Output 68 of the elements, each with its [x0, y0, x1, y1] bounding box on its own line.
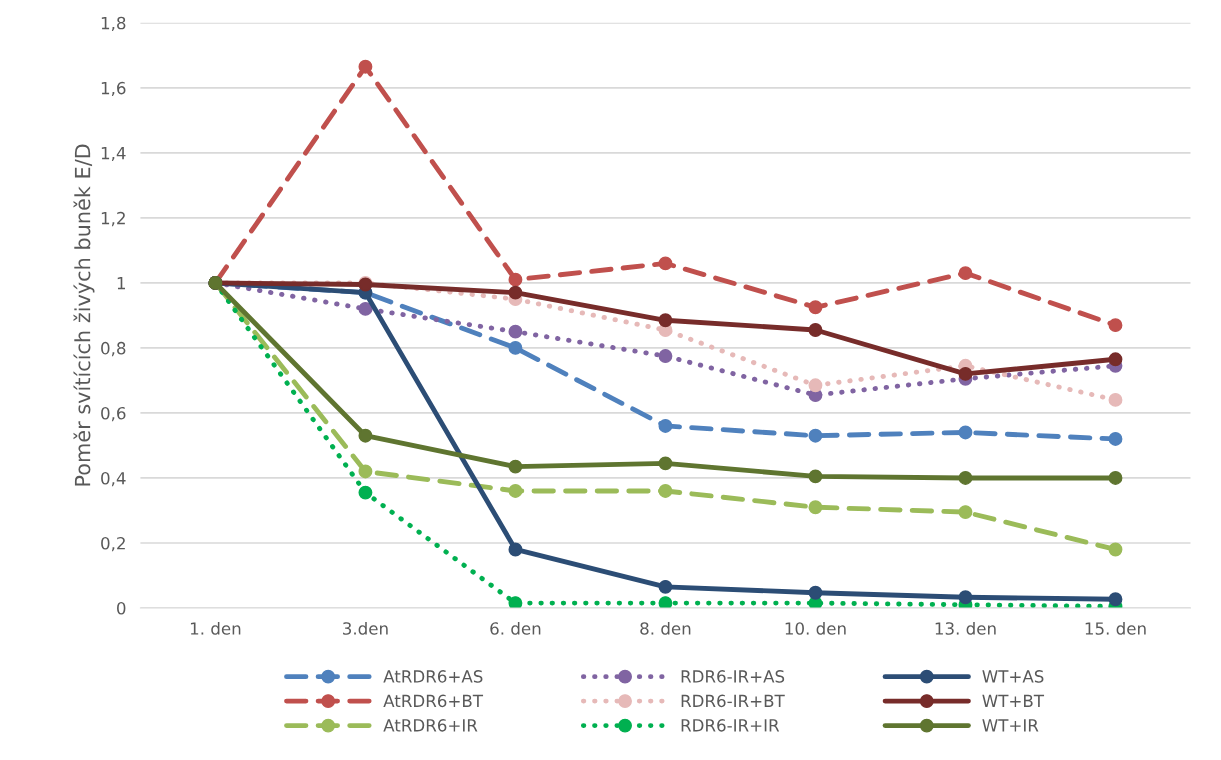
legend-label: AtRDR6+AS	[383, 670, 483, 683]
point	[808, 300, 823, 315]
x-tick-label: 10. den	[785, 621, 846, 635]
x-tick-label: 15. den	[1085, 621, 1146, 635]
legend-label: RDR6-IR+AS	[681, 670, 785, 683]
x-tick-label: 13. den	[935, 621, 996, 635]
y-tick-label: 0,2	[101, 536, 125, 552]
y-tick-label: 1,6	[101, 81, 126, 97]
point	[958, 366, 973, 381]
point	[958, 266, 973, 281]
point	[358, 428, 373, 443]
point	[508, 542, 523, 557]
point	[808, 428, 823, 443]
point	[658, 256, 673, 271]
point	[658, 484, 673, 498]
y-tick-label: 0,6	[101, 406, 126, 422]
point	[958, 471, 973, 485]
point	[1108, 318, 1123, 333]
point	[508, 272, 523, 287]
point	[958, 425, 973, 440]
point	[808, 500, 823, 515]
point	[658, 456, 673, 471]
point	[808, 323, 823, 337]
y-tick-label: 1	[117, 277, 125, 290]
point	[658, 579, 673, 594]
point	[808, 378, 823, 393]
legend-label: RDR6-IR+IR	[681, 719, 780, 732]
legend-label: AtRDR6+BT	[383, 694, 484, 708]
point	[1108, 431, 1123, 446]
point	[1108, 392, 1123, 407]
legend-label: WT+IR	[982, 719, 1039, 732]
point	[958, 505, 973, 520]
point	[1108, 592, 1123, 607]
point	[358, 59, 373, 74]
y-axis-title: Poměr svítících živých buněk E/D	[73, 144, 95, 486]
legend-label: RDR6-IR+BT	[681, 694, 785, 708]
y-tick-label: 0	[117, 601, 126, 615]
point	[658, 418, 673, 433]
y-tick-label: 1,4	[101, 147, 126, 162]
point	[658, 313, 673, 328]
point	[508, 324, 523, 339]
y-tick-label: 0,8	[101, 341, 126, 357]
point	[658, 596, 673, 608]
point	[1108, 542, 1123, 557]
y-tick-label: 1,8	[101, 16, 126, 32]
legend-label: WT+AS	[982, 670, 1044, 683]
y-tick-label: 0,4	[101, 471, 126, 487]
legend-label: WT+BT	[982, 694, 1045, 707]
point	[508, 459, 523, 474]
point	[508, 285, 523, 300]
point	[508, 484, 523, 498]
point	[808, 469, 823, 484]
point	[358, 301, 373, 316]
point	[658, 349, 673, 363]
x-tick-label: 3.den	[343, 621, 388, 635]
y-tick-label: 1,2	[101, 211, 125, 227]
point	[958, 590, 973, 605]
x-tick-label: 1. den	[190, 621, 241, 635]
point	[1108, 471, 1123, 485]
point	[808, 585, 823, 600]
x-tick-label: 8. den	[640, 621, 691, 635]
point	[508, 596, 523, 608]
legend-label: AtRDR6+IR	[383, 719, 478, 732]
point	[358, 464, 373, 479]
point	[508, 340, 523, 355]
point	[1108, 352, 1123, 367]
x-tick-label: 6. den	[490, 621, 541, 635]
point	[358, 485, 373, 500]
